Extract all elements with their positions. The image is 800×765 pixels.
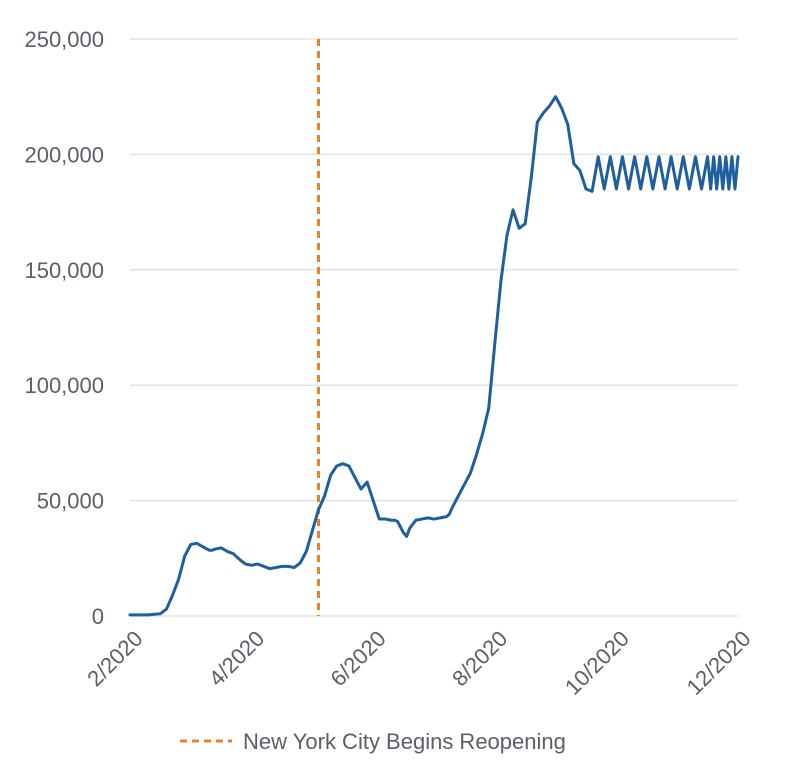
y-tick-label: 0: [92, 604, 104, 629]
series-line: [128, 95, 740, 617]
gridlines: [130, 38, 738, 617]
y-axis-ticks: 0 50,000 100,000 150,000 200,000 250,000: [24, 27, 104, 629]
legend-label: New York City Begins Reopening: [243, 729, 566, 754]
y-tick-label: 50,000: [37, 489, 104, 514]
x-axis-ticks: 2/2020 4/2020 6/2020 8/2020 10/2020 12/2020: [82, 626, 755, 700]
x-tick-label: 10/2020: [560, 626, 634, 700]
y-tick-label: 200,000: [24, 142, 104, 167]
x-tick-label: 12/2020: [682, 626, 756, 700]
x-tick-label: 2/2020: [82, 626, 147, 691]
x-tick-label: 8/2020: [447, 626, 512, 691]
x-tick-label: 6/2020: [325, 626, 390, 691]
y-tick-label: 250,000: [24, 27, 104, 52]
y-tick-label: 100,000: [24, 373, 104, 398]
x-tick-label: 4/2020: [204, 626, 269, 691]
y-tick-label: 150,000: [24, 258, 104, 283]
legend: New York City Begins Reopening: [180, 729, 566, 754]
